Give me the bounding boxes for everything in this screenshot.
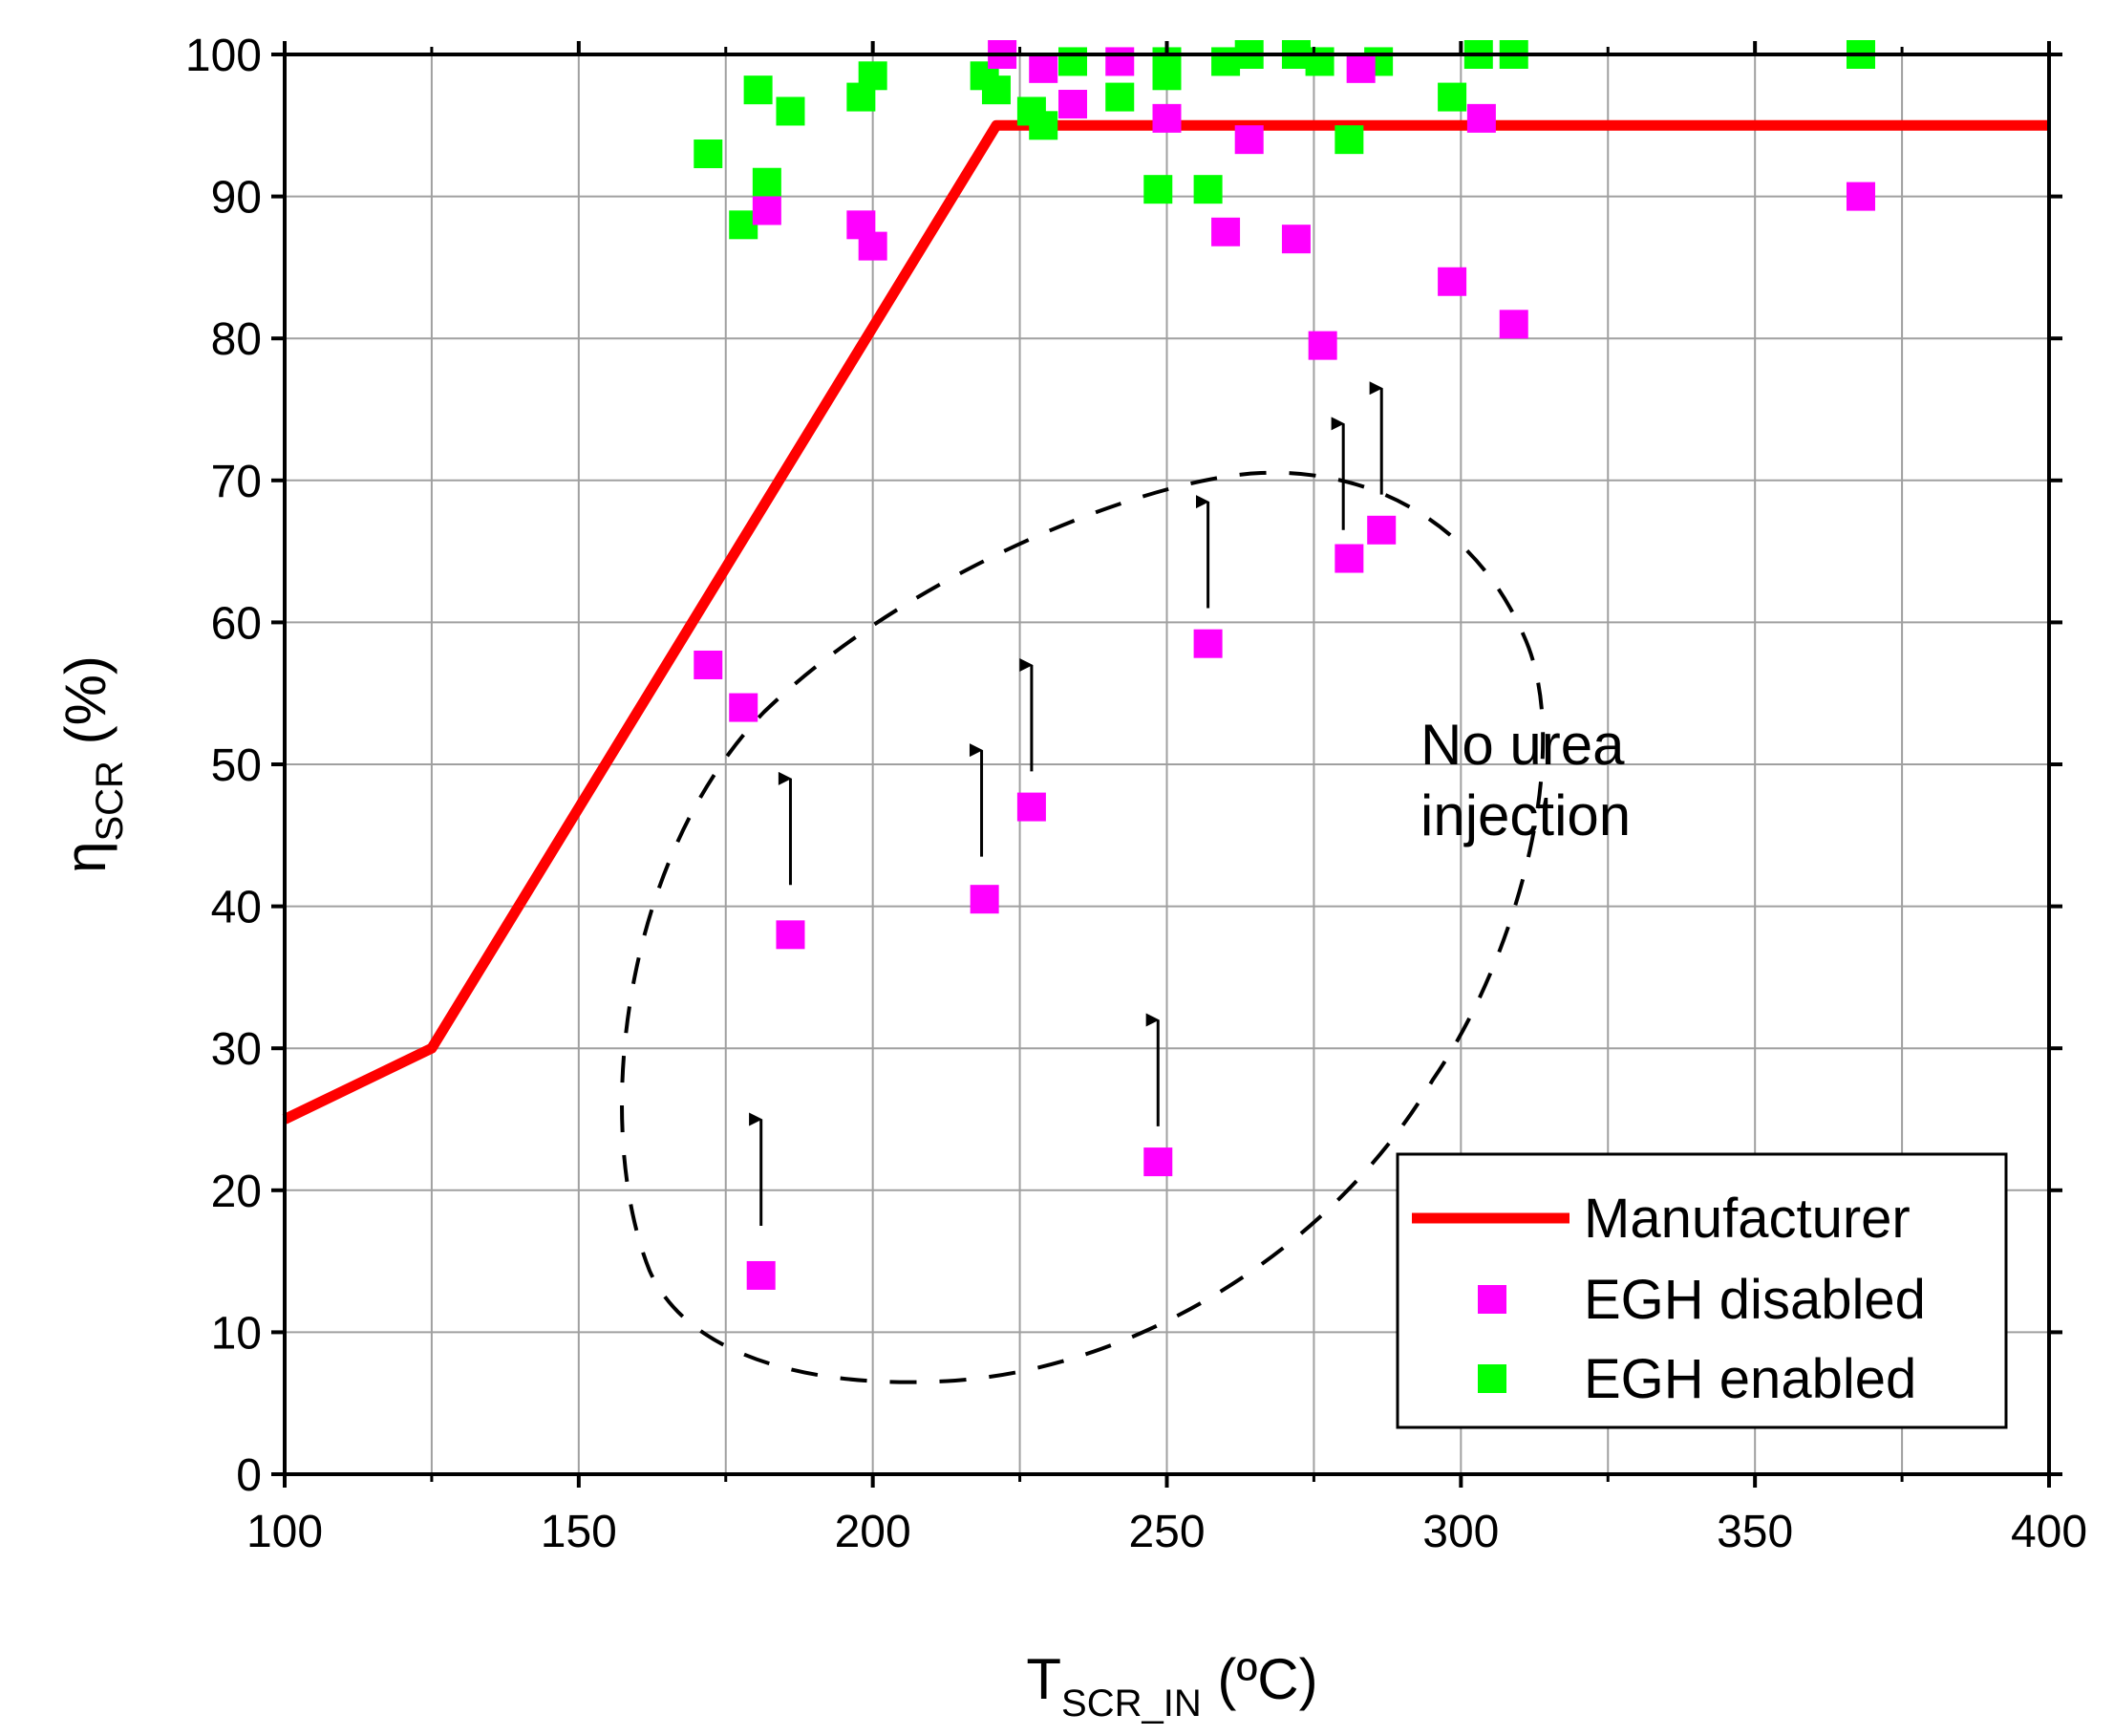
egh-enabled-point <box>858 61 887 91</box>
egh-disabled-point <box>752 196 781 225</box>
y-tick-label: 30 <box>211 1024 262 1075</box>
egh-enabled-point <box>776 96 805 126</box>
y-tick-label: 10 <box>211 1308 262 1359</box>
y-tick-label: 100 <box>185 31 262 81</box>
manufacturer-line <box>282 119 2049 1125</box>
x-tick-label: 200 <box>835 1507 911 1557</box>
y-tick-label: 90 <box>211 173 262 224</box>
egh-disabled-point <box>1211 217 1241 246</box>
y-axis-title: ηSCR (%) <box>53 655 131 873</box>
egh-enabled-point <box>981 75 1011 105</box>
y-tick-label: 70 <box>211 457 262 507</box>
egh-disabled-point <box>1335 544 1364 573</box>
egh-disabled-point <box>746 1260 776 1290</box>
egh-enabled-point <box>1193 175 1223 204</box>
egh-disabled-point <box>1466 103 1496 133</box>
egh-disabled-point <box>776 920 805 950</box>
egh-disabled-point <box>858 231 887 261</box>
y-tick-label: 40 <box>211 883 262 933</box>
legend: Manufacturer EGH disabled EGH enabled <box>1396 1152 2008 1429</box>
x-tick-label: 300 <box>1422 1507 1499 1557</box>
egh-disabled-point <box>1016 792 1046 822</box>
egh-enabled-point <box>1143 175 1173 204</box>
egh-disabled-point <box>1308 331 1337 360</box>
x-tick-label: 250 <box>1128 1507 1205 1557</box>
y-tick-label: 20 <box>211 1167 262 1217</box>
x-tick-label: 100 <box>246 1507 323 1557</box>
egh-disabled-point <box>1057 90 1087 119</box>
y-tick-label: 80 <box>211 314 262 365</box>
legend-swatch-egh-enabled <box>1478 1364 1506 1393</box>
legend-label-manufacturer: Manufacturer <box>1584 1188 1911 1250</box>
egh-disabled-point <box>970 885 999 914</box>
scatter-points-layer <box>694 40 1875 1290</box>
egh-disabled-point <box>1438 267 1467 296</box>
legend-swatch-egh-disabled <box>1478 1285 1506 1314</box>
egh-enabled-point <box>1057 47 1087 76</box>
egh-disabled-point <box>1105 47 1135 76</box>
egh-disabled-point <box>1152 103 1182 133</box>
egh-disabled-point <box>1143 1147 1173 1177</box>
arrows-layer <box>749 381 1383 1226</box>
x-tick-label: 350 <box>1717 1507 1793 1557</box>
no-urea-region-layer <box>620 470 1546 1384</box>
egh-disabled-point <box>1499 310 1528 339</box>
egh-enabled-point <box>694 139 723 169</box>
y-tick-label: 50 <box>211 740 262 791</box>
egh-disabled-point <box>694 650 723 679</box>
egh-enabled-point <box>1305 47 1335 76</box>
y-tick-label: 0 <box>236 1450 262 1501</box>
egh-disabled-point <box>1281 225 1311 254</box>
x-tick-label: 150 <box>541 1507 617 1557</box>
egh-enabled-point <box>1438 82 1467 112</box>
egh-disabled-point <box>1846 182 1875 211</box>
tick-labels: 100 150 200 250 300 350 400 0 10 20 30 40 50 60 70 80 90… <box>185 31 2087 1557</box>
egh-enabled-point <box>1029 111 1058 140</box>
x-axis-title: TSCR_IN (ºC) <box>1026 1647 1317 1725</box>
egh-enabled-point <box>1105 82 1135 112</box>
egh-enabled-point <box>743 75 773 105</box>
manufacturer-line-layer <box>282 119 2049 1125</box>
egh-enabled-point <box>752 167 781 197</box>
no-urea-annotation: No urea injection <box>1420 713 1640 847</box>
egh-disabled-point <box>1346 54 1376 83</box>
egh-disabled-point <box>1193 629 1223 658</box>
x-tick-label: 400 <box>2011 1507 2087 1557</box>
y-tick-label: 60 <box>211 598 262 649</box>
egh-disabled-point <box>1234 125 1264 155</box>
egh-disabled-point <box>1367 515 1397 545</box>
egh-enabled-point <box>1152 61 1182 91</box>
egh-enabled-point <box>1335 125 1364 155</box>
no-urea-region-outline <box>620 470 1546 1384</box>
legend-label-egh-disabled: EGH disabled <box>1584 1269 1926 1331</box>
legend-label-egh-enabled: EGH enabled <box>1584 1348 1916 1410</box>
axis-ticks <box>271 41 2062 1488</box>
egh-disabled-point <box>729 693 758 722</box>
egh-disabled-point <box>1029 54 1058 83</box>
